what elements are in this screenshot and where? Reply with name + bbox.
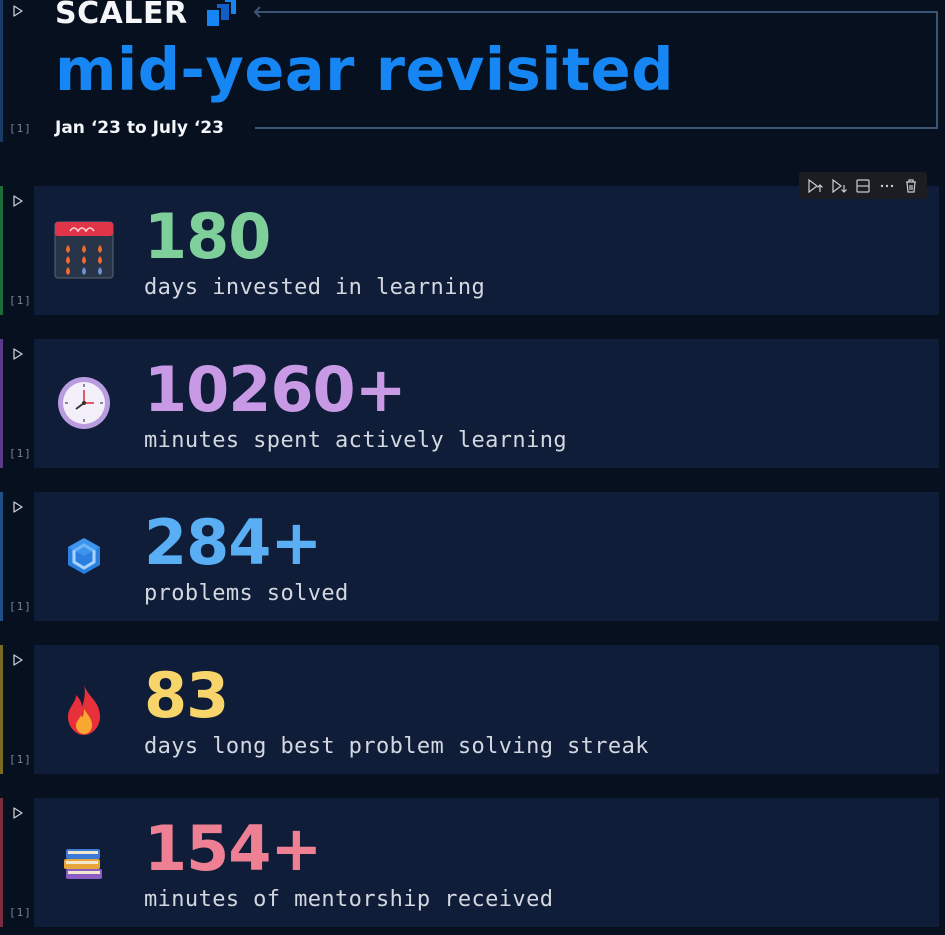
run-cell-icon[interactable] [11,4,25,18]
run-cell-icon[interactable] [11,653,25,667]
stat-label: days long best problem solving streak [144,734,649,759]
run-cell-icon[interactable] [11,194,25,208]
brand-logo-text: SCALER [55,0,188,31]
cell-toolbar [799,172,927,199]
page-title: mid-year revisited [55,35,674,104]
run-cell-icon[interactable] [11,347,25,361]
stat-value: 10260+ [144,353,407,426]
stat-value: 154+ [144,812,322,885]
stat-cell-minutes-learning[interactable]: [1] 10260+ minutes spent actively learni… [0,339,945,469]
stat-cell-mentorship[interactable]: [1] 154+ minutes of mentorship received [0,798,945,928]
stat-card: 180 days invested in learning [34,186,939,315]
cell-execution-bar [0,186,3,315]
clock-icon [54,373,114,433]
cell-execution-bar [0,645,3,774]
stat-label: minutes of mentorship received [144,887,554,912]
run-cell-icon[interactable] [11,500,25,514]
header-frame-decoration [253,6,938,129]
stat-card: 154+ minutes of mentorship received [34,798,939,927]
execution-count: [1] [9,122,32,135]
stat-label: problems solved [144,581,349,606]
calendar-icon [54,220,114,280]
execution-count: [1] [9,600,32,613]
execution-count: [1] [9,294,32,307]
cell-execution-bar [0,492,3,621]
hexagon-icon [54,526,114,586]
stat-cell-problems-solved[interactable]: [1] 284+ problems solved [0,492,945,622]
header-cell[interactable]: [1] SCALER mid-year revisited Jan ‘23 to… [0,0,945,150]
stat-label: days invested in learning [144,275,486,300]
stat-card: 284+ problems solved [34,492,939,621]
scaler-logo-icon [203,0,239,30]
stat-value: 180 [144,200,271,273]
date-range: Jan ‘23 to July ‘23 [55,118,224,138]
execute-below-icon[interactable] [829,176,849,196]
stat-value: 284+ [144,506,322,579]
fire-icon [54,679,114,739]
delete-cell-icon[interactable] [901,176,921,196]
run-cell-icon[interactable] [11,806,25,820]
cell-execution-bar [0,339,3,468]
stat-cell-days-invested[interactable]: [1] 180 days invested in learning [0,186,945,316]
stat-card: 10260+ minutes spent actively learning [34,339,939,468]
cell-execution-bar [0,798,3,927]
execution-count: [1] [9,447,32,460]
split-cell-icon[interactable] [853,176,873,196]
more-actions-icon[interactable] [877,176,897,196]
execution-count: [1] [9,906,32,919]
stat-cell-streak[interactable]: [1] 83 days long best problem solving st… [0,645,945,775]
cell-execution-bar [0,0,3,142]
stat-label: minutes spent actively learning [144,428,567,453]
stat-card: 83 days long best problem solving streak [34,645,939,774]
stat-value: 83 [144,659,229,732]
books-icon [54,832,114,892]
execution-count: [1] [9,753,32,766]
execute-above-icon[interactable] [805,176,825,196]
